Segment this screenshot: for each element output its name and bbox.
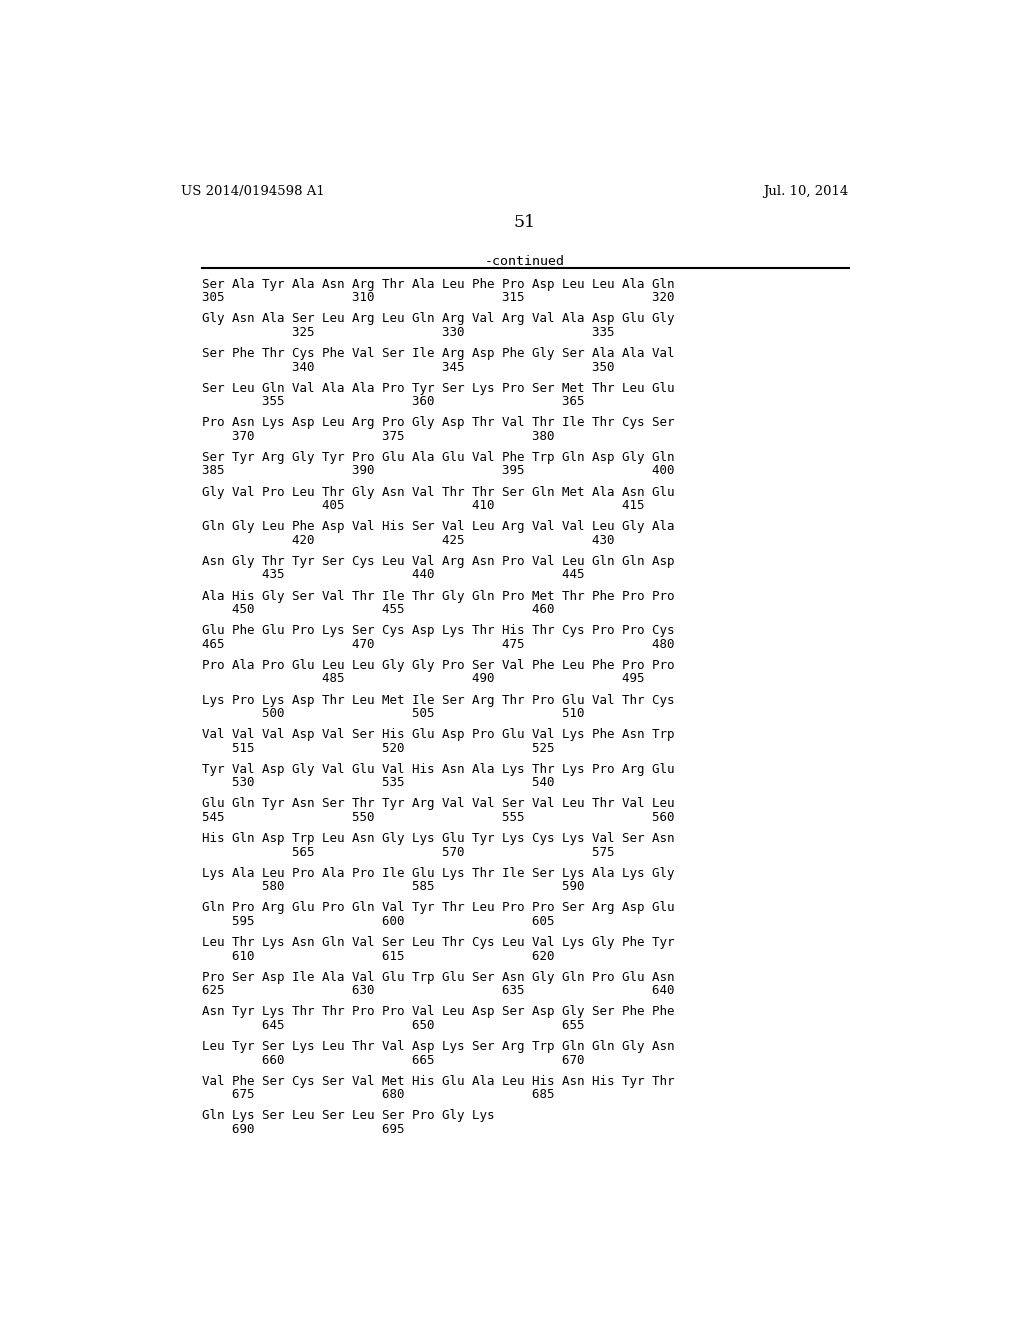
Text: Gln Lys Ser Leu Ser Leu Ser Pro Gly Lys: Gln Lys Ser Leu Ser Leu Ser Pro Gly Lys [202,1109,495,1122]
Text: 465                 470                 475                 480: 465 470 475 480 [202,638,674,651]
Text: 385                 390                 395                 400: 385 390 395 400 [202,465,674,478]
Text: 645                 650                 655: 645 650 655 [202,1019,584,1032]
Text: Ser Ala Tyr Ala Asn Arg Thr Ala Leu Phe Pro Asp Leu Leu Ala Gln: Ser Ala Tyr Ala Asn Arg Thr Ala Leu Phe … [202,277,674,290]
Text: Pro Ala Pro Glu Leu Leu Gly Gly Pro Ser Val Phe Leu Phe Pro Pro: Pro Ala Pro Glu Leu Leu Gly Gly Pro Ser … [202,659,674,672]
Text: Tyr Val Asp Gly Val Glu Val His Asn Ala Lys Thr Lys Pro Arg Glu: Tyr Val Asp Gly Val Glu Val His Asn Ala … [202,763,674,776]
Text: Pro Asn Lys Asp Leu Arg Pro Gly Asp Thr Val Thr Ile Thr Cys Ser: Pro Asn Lys Asp Leu Arg Pro Gly Asp Thr … [202,416,674,429]
Text: 675                 680                 685: 675 680 685 [202,1088,554,1101]
Text: 610                 615                 620: 610 615 620 [202,949,554,962]
Text: 545                 550                 555                 560: 545 550 555 560 [202,810,674,824]
Text: 355                 360                 365: 355 360 365 [202,395,584,408]
Text: 580                 585                 590: 580 585 590 [202,880,584,894]
Text: Asn Tyr Lys Thr Thr Pro Pro Val Leu Asp Ser Asp Gly Ser Phe Phe: Asn Tyr Lys Thr Thr Pro Pro Val Leu Asp … [202,1006,674,1019]
Text: Ala His Gly Ser Val Thr Ile Thr Gly Gln Pro Met Thr Phe Pro Pro: Ala His Gly Ser Val Thr Ile Thr Gly Gln … [202,590,674,603]
Text: Gly Asn Ala Ser Leu Arg Leu Gln Arg Val Arg Val Ala Asp Glu Gly: Gly Asn Ala Ser Leu Arg Leu Gln Arg Val … [202,313,674,326]
Text: Gln Pro Arg Glu Pro Gln Val Tyr Thr Leu Pro Pro Ser Arg Asp Glu: Gln Pro Arg Glu Pro Gln Val Tyr Thr Leu … [202,902,674,915]
Text: 325                 330                 335: 325 330 335 [202,326,614,339]
Text: Val Val Val Asp Val Ser His Glu Asp Pro Glu Val Lys Phe Asn Trp: Val Val Val Asp Val Ser His Glu Asp Pro … [202,729,674,742]
Text: 660                 665                 670: 660 665 670 [202,1053,584,1067]
Text: 625                 630                 635                 640: 625 630 635 640 [202,985,674,997]
Text: Jul. 10, 2014: Jul. 10, 2014 [764,185,849,198]
Text: -continued: -continued [484,255,565,268]
Text: 51: 51 [514,214,536,231]
Text: 370                 375                 380: 370 375 380 [202,430,554,442]
Text: Leu Thr Lys Asn Gln Val Ser Leu Thr Cys Leu Val Lys Gly Phe Tyr: Leu Thr Lys Asn Gln Val Ser Leu Thr Cys … [202,936,674,949]
Text: Lys Pro Lys Asp Thr Leu Met Ile Ser Arg Thr Pro Glu Val Thr Cys: Lys Pro Lys Asp Thr Leu Met Ile Ser Arg … [202,693,674,706]
Text: 405                 410                 415: 405 410 415 [202,499,644,512]
Text: 450                 455                 460: 450 455 460 [202,603,554,616]
Text: Lys Ala Leu Pro Ala Pro Ile Glu Lys Thr Ile Ser Lys Ala Lys Gly: Lys Ala Leu Pro Ala Pro Ile Glu Lys Thr … [202,867,674,880]
Text: Val Phe Ser Cys Ser Val Met His Glu Ala Leu His Asn His Tyr Thr: Val Phe Ser Cys Ser Val Met His Glu Ala … [202,1074,674,1088]
Text: 435                 440                 445: 435 440 445 [202,569,584,581]
Text: Leu Tyr Ser Lys Leu Thr Val Asp Lys Ser Arg Trp Gln Gln Gly Asn: Leu Tyr Ser Lys Leu Thr Val Asp Lys Ser … [202,1040,674,1053]
Text: Asn Gly Thr Tyr Ser Cys Leu Val Arg Asn Pro Val Leu Gln Gln Asp: Asn Gly Thr Tyr Ser Cys Leu Val Arg Asn … [202,554,674,568]
Text: 420                 425                 430: 420 425 430 [202,533,614,546]
Text: Ser Leu Gln Val Ala Ala Pro Tyr Ser Lys Pro Ser Met Thr Leu Glu: Ser Leu Gln Val Ala Ala Pro Tyr Ser Lys … [202,381,674,395]
Text: 305                 310                 315                 320: 305 310 315 320 [202,292,674,304]
Text: 515                 520                 525: 515 520 525 [202,742,554,755]
Text: US 2014/0194598 A1: US 2014/0194598 A1 [180,185,325,198]
Text: Gly Val Pro Leu Thr Gly Asn Val Thr Thr Ser Gln Met Ala Asn Glu: Gly Val Pro Leu Thr Gly Asn Val Thr Thr … [202,486,674,499]
Text: Glu Gln Tyr Asn Ser Thr Tyr Arg Val Val Ser Val Leu Thr Val Leu: Glu Gln Tyr Asn Ser Thr Tyr Arg Val Val … [202,797,674,810]
Text: Glu Phe Glu Pro Lys Ser Cys Asp Lys Thr His Thr Cys Pro Pro Cys: Glu Phe Glu Pro Lys Ser Cys Asp Lys Thr … [202,624,674,638]
Text: Ser Phe Thr Cys Phe Val Ser Ile Arg Asp Phe Gly Ser Ala Ala Val: Ser Phe Thr Cys Phe Val Ser Ile Arg Asp … [202,347,674,360]
Text: Pro Ser Asp Ile Ala Val Glu Trp Glu Ser Asn Gly Gln Pro Glu Asn: Pro Ser Asp Ile Ala Val Glu Trp Glu Ser … [202,970,674,983]
Text: Ser Tyr Arg Gly Tyr Pro Glu Ala Glu Val Phe Trp Gln Asp Gly Gln: Ser Tyr Arg Gly Tyr Pro Glu Ala Glu Val … [202,451,674,465]
Text: 485                 490                 495: 485 490 495 [202,672,644,685]
Text: 340                 345                 350: 340 345 350 [202,360,614,374]
Text: Gln Gly Leu Phe Asp Val His Ser Val Leu Arg Val Val Leu Gly Ala: Gln Gly Leu Phe Asp Val His Ser Val Leu … [202,520,674,533]
Text: 500                 505                 510: 500 505 510 [202,708,584,719]
Text: His Gln Asp Trp Leu Asn Gly Lys Glu Tyr Lys Cys Lys Val Ser Asn: His Gln Asp Trp Leu Asn Gly Lys Glu Tyr … [202,832,674,845]
Text: 565                 570                 575: 565 570 575 [202,846,614,858]
Text: 690                 695: 690 695 [202,1123,404,1135]
Text: 530                 535                 540: 530 535 540 [202,776,554,789]
Text: 595                 600                 605: 595 600 605 [202,915,554,928]
